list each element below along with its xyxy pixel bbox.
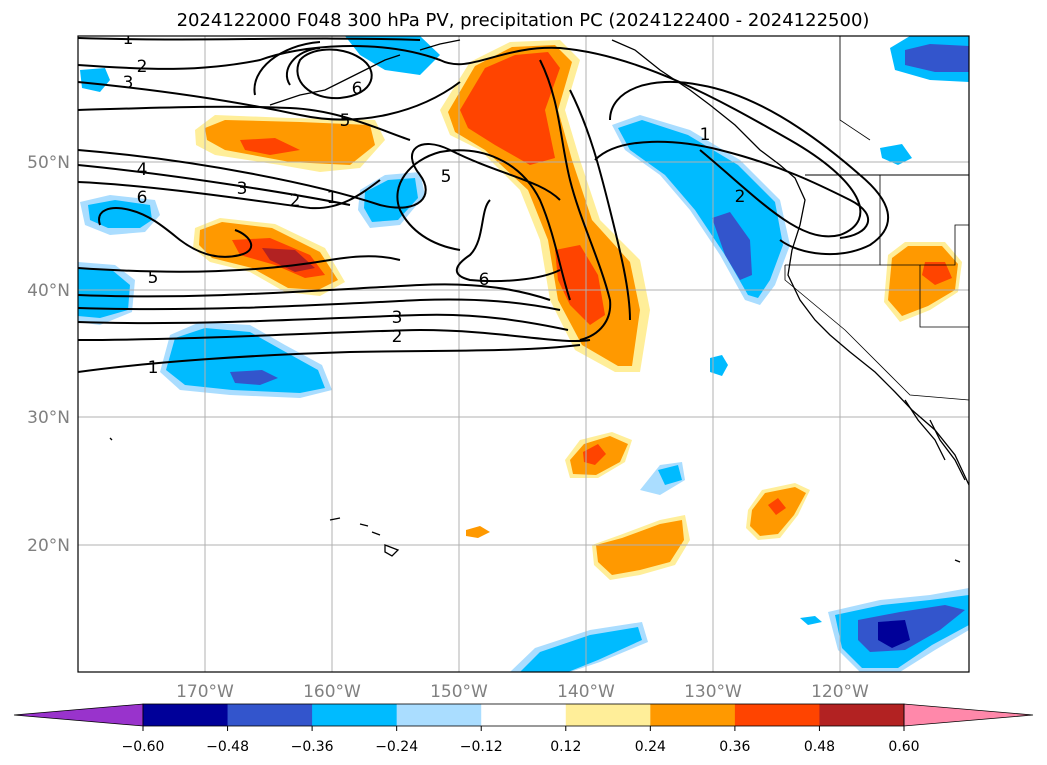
pv-contour-label: 1 xyxy=(700,125,711,145)
colorbar-tick-label: 0.60 xyxy=(888,739,919,755)
colorbar-tick-label: −0.60 xyxy=(122,739,165,755)
neg-anomaly-region xyxy=(878,620,910,648)
pv-contour-label: 2 xyxy=(392,327,403,347)
lat-tick-label: 40°N xyxy=(27,281,70,301)
colorbar-segment xyxy=(565,704,651,726)
colorbar-tick-label: 0.36 xyxy=(719,739,750,755)
lon-tick-labels: 170°W 160°W 150°W 140°W 130°W 120°W xyxy=(176,682,869,702)
colorbar-tick-label: 0.24 xyxy=(635,739,666,755)
lon-tick-label: 120°W xyxy=(811,682,869,702)
lon-tick-label: 140°W xyxy=(557,682,615,702)
pv-contour-label: 1 xyxy=(327,188,338,208)
colorbar-segment xyxy=(312,704,398,726)
colorbar-tick-label: −0.12 xyxy=(460,739,503,755)
map-frame xyxy=(77,35,970,673)
pv-contour-label: 6 xyxy=(137,188,148,208)
lon-tick-label: 150°W xyxy=(430,682,488,702)
lon-tick-label: 170°W xyxy=(176,682,234,702)
colorbar-frame xyxy=(142,703,905,727)
pv-contour-label: 5 xyxy=(148,268,159,288)
neg-anomaly-region xyxy=(88,200,152,228)
colorbar-segment xyxy=(396,704,482,726)
neg-anomaly-region xyxy=(364,178,418,222)
pv-contour-label: 5 xyxy=(340,111,351,131)
lat-tick-label: 20°N xyxy=(27,536,70,556)
neg-anomaly-region xyxy=(520,627,642,672)
colorbar-segment xyxy=(481,704,567,726)
neg-anomaly-region xyxy=(80,68,110,92)
pv-contour-label: 3 xyxy=(237,179,248,199)
lon-tick-label: 130°W xyxy=(684,682,742,702)
pv-contour-label: 4 xyxy=(137,160,148,180)
pos-anomaly-region xyxy=(768,498,786,515)
colorbar-extension-high xyxy=(903,703,1034,727)
pv-contour-label: 3 xyxy=(123,73,134,93)
neg-anomaly-region xyxy=(880,144,912,165)
colorbar: −0.60 −0.48 −0.36 −0.24 −0.12 0.12 0.24 0.36 0.4… xyxy=(13,703,1034,755)
pos-anomaly-region xyxy=(922,262,952,285)
pv-contour-label: 6 xyxy=(479,270,490,290)
colorbar-segment xyxy=(734,704,820,726)
pv-contours xyxy=(78,37,889,373)
pv-contour-label: 3 xyxy=(392,308,403,328)
lat-tick-label: 50°N xyxy=(27,153,70,173)
pos-anomaly-region xyxy=(596,520,684,575)
pos-anomaly-region xyxy=(583,444,606,465)
neg-anomaly-region xyxy=(712,212,752,280)
pos-anomaly-region xyxy=(240,138,300,155)
pos-anomaly-region xyxy=(262,248,315,272)
pv-contour-label: 5 xyxy=(441,167,452,187)
pos-anomaly-region xyxy=(466,526,490,538)
pv-contour-label: 6 xyxy=(352,79,363,99)
pv-contour-label: 1 xyxy=(148,358,159,378)
neg-anomaly-region xyxy=(710,355,728,376)
neg-anomaly-region xyxy=(166,328,325,393)
neg-anomaly-region xyxy=(800,616,822,625)
gridlines xyxy=(78,36,969,672)
colorbar-tick-label: −0.48 xyxy=(206,739,249,755)
figure-title: 2024122000 F048 300 hPa PV, precipitatio… xyxy=(177,10,870,31)
pos-anomaly-region xyxy=(460,52,560,165)
lon-tick-label: 160°W xyxy=(303,682,361,702)
colorbar-tick-label: −0.24 xyxy=(375,739,418,755)
colorbar-extension-low xyxy=(13,703,144,727)
colorbar-tick-label: 0.12 xyxy=(550,739,581,755)
pos-anomaly-region xyxy=(555,245,605,325)
colorbar-segment xyxy=(819,704,905,726)
lat-tick-label: 30°N xyxy=(27,408,70,428)
neg-anomaly-region xyxy=(905,44,969,72)
lat-tick-labels: 50°N 40°N 30°N 20°N xyxy=(27,153,70,556)
colorbar-tick-label: −0.36 xyxy=(291,739,334,755)
neg-anomaly-region xyxy=(230,370,278,385)
colorbar-segment xyxy=(650,704,736,726)
neg-anomaly-region xyxy=(78,268,130,318)
coastlines xyxy=(109,36,969,563)
colorbar-segment xyxy=(143,704,229,726)
neg-anomaly-region xyxy=(658,465,682,485)
pv-contour-label: 2 xyxy=(290,191,301,211)
pv-contour-label: 2 xyxy=(735,187,746,207)
colorbar-tick-label: 0.48 xyxy=(804,739,835,755)
pv-contour-label: 1 xyxy=(123,29,134,49)
pv-contour-label: 2 xyxy=(137,57,148,77)
colorbar-segment xyxy=(227,704,313,726)
